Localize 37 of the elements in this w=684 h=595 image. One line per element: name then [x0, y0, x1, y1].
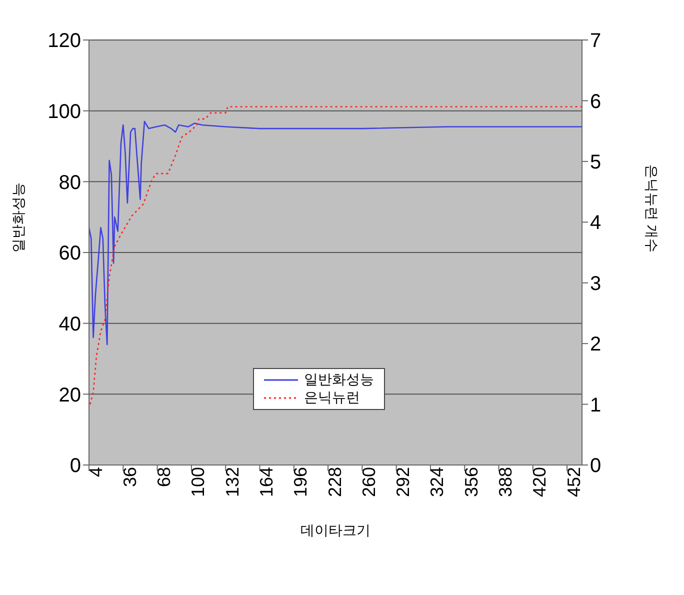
legend-label: 은닉뉴런 — [304, 389, 360, 407]
x-tick-label: 292 — [393, 467, 414, 498]
x-axis-title: 데이타크기 — [300, 522, 370, 538]
y-tick-label: 20 — [58, 384, 81, 406]
y2-tick-label: 6 — [590, 90, 602, 113]
y2-tick-label: 7 — [590, 30, 602, 52]
line-series — [89, 120, 582, 346]
x-tick-label: 228 — [324, 467, 345, 498]
y-tick-label: 40 — [58, 313, 81, 336]
x-tick-label: 260 — [358, 467, 379, 498]
y2-tick-label: 1 — [590, 394, 602, 416]
y-tick-label: 120 — [48, 30, 81, 52]
y-tick-label: 100 — [48, 100, 81, 123]
line-series — [89, 106, 582, 405]
legend-label: 일반화성능 — [304, 371, 374, 389]
x-tick-label: 356 — [461, 467, 482, 498]
y-tick-label: 60 — [58, 242, 81, 265]
y2-tick-label: 2 — [590, 334, 602, 356]
x-tick-label: 196 — [290, 467, 311, 498]
x-tick-label: 164 — [256, 467, 277, 498]
x-tick-label: 4 — [86, 467, 106, 478]
x-tick-label: 452 — [564, 467, 584, 498]
x-tick-label: 68 — [154, 467, 174, 488]
x-tick-label: 420 — [530, 467, 550, 498]
y2-tick-label: 4 — [590, 212, 602, 234]
x-tick-label: 100 — [188, 467, 208, 498]
x-tick-label: 36 — [120, 467, 140, 488]
y2-tick-label: 0 — [590, 455, 602, 478]
y2-axis-title: 은닉뉴런 개수 — [644, 164, 660, 252]
x-tick-label: 388 — [496, 467, 516, 498]
y2-tick-label: 5 — [590, 152, 602, 174]
y-tick-label: 80 — [58, 172, 81, 194]
y2-tick-label: 3 — [590, 272, 602, 295]
x-tick-label: 132 — [222, 467, 242, 498]
y-tick-label: 0 — [70, 455, 81, 478]
x-tick-label: 324 — [427, 467, 448, 498]
y-axis-title: 일반화성능 — [10, 182, 26, 252]
